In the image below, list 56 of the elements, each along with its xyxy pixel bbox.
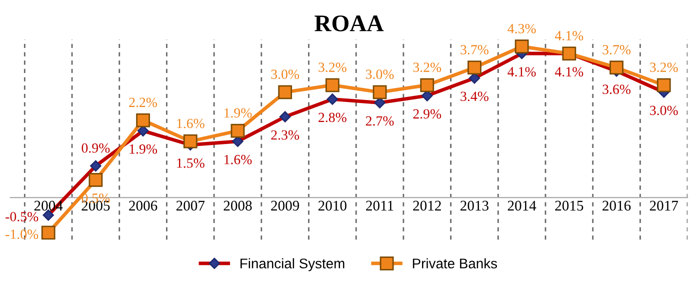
data-label: 3.2% [650, 62, 678, 72]
x-tick-label: 2006 [129, 200, 158, 211]
legend-label: Private Banks [412, 258, 497, 268]
x-tick-label: 2011 [366, 200, 394, 211]
point [41, 226, 56, 240]
data-label: -0.5% [6, 212, 38, 222]
data-label: 1.6% [177, 118, 204, 128]
data-label: 3.0% [271, 70, 300, 80]
x-tick-label: 2007 [176, 200, 205, 211]
point [514, 40, 529, 54]
x-tick-label: 2014 [508, 200, 536, 211]
data-label: 2.7% [366, 116, 394, 126]
x-tick-label: 2013 [460, 200, 488, 211]
point [468, 60, 482, 75]
x-tick-label: 2012 [413, 200, 441, 211]
x-tick-label: 2008 [224, 200, 252, 211]
data-label: 3.7% [460, 45, 488, 54]
x-tick-label: 2017 [650, 200, 678, 211]
x-tick-label: 2015 [555, 200, 584, 211]
x-tick-label: 2016 [602, 200, 631, 211]
data-label: 2.3% [271, 130, 300, 140]
data-label: 3.2% [413, 62, 442, 72]
point [183, 134, 198, 148]
data-label: 1.9% [130, 144, 158, 154]
data-label: 3.7% [602, 45, 630, 54]
data-label: 1.6% [224, 154, 252, 164]
data-label: 2.8% [318, 112, 346, 122]
point [136, 113, 150, 128]
point [230, 124, 245, 138]
point [372, 85, 387, 100]
point [656, 78, 671, 92]
data-label: 2.9% [413, 109, 442, 119]
data-label: 1.9% [224, 108, 252, 118]
data-label: 3.0% [366, 70, 394, 80]
point [325, 78, 340, 92]
data-label: 4.3% [508, 24, 536, 34]
data-label: 4.1% [554, 30, 584, 40]
x-tick-label: 2005 [82, 200, 110, 211]
data-label: 3.4% [460, 92, 488, 102]
data-label: 0.9% [82, 143, 110, 153]
data-label: 3.2% [318, 62, 346, 72]
data-label: 3.6% [602, 84, 630, 94]
data-label: 2.2% [129, 98, 158, 108]
point [610, 60, 624, 75]
x-tick-label: 2009 [271, 200, 300, 211]
data-label: 4.1% [508, 67, 536, 77]
legend-label: Financial System [240, 258, 344, 272]
point [88, 173, 103, 187]
data-label: 4.1% [554, 67, 584, 77]
data-label: -1.0% [6, 230, 38, 239]
x-tick-label: 2010 [318, 200, 346, 211]
point [420, 78, 434, 92]
data-label: 1.5% [177, 158, 204, 168]
data-label: 3.0% [650, 106, 678, 116]
point [278, 85, 292, 100]
chart-title: ROAA [314, 16, 384, 32]
